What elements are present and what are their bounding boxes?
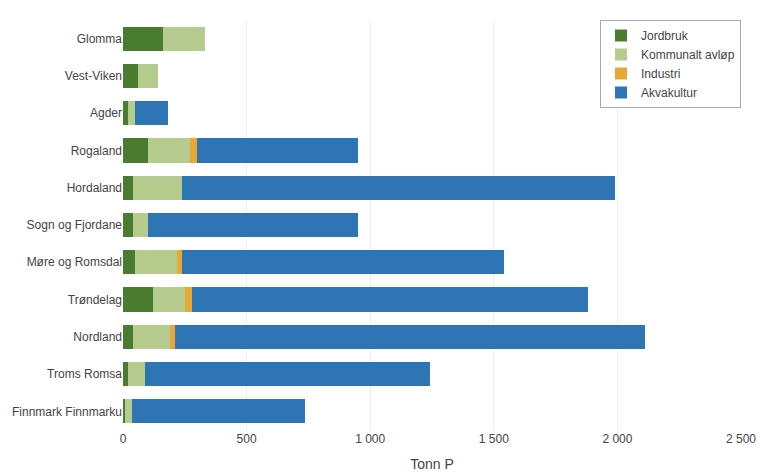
svg-text:Tonn P: Tonn P: [410, 456, 454, 472]
svg-text:Møre og Romsdal: Møre og Romsdal: [27, 255, 122, 269]
svg-text:Rogaland: Rogaland: [71, 144, 122, 158]
svg-text:Troms Romsa: Troms Romsa: [47, 367, 122, 381]
svg-text:Vest-Viken: Vest-Viken: [65, 69, 122, 83]
svg-text:Trøndelag: Trøndelag: [68, 293, 122, 307]
svg-text:Finnmark Finnmarku: Finnmark Finnmarku: [12, 405, 122, 419]
svg-text:2 000: 2 000: [602, 432, 632, 446]
svg-text:Akvakultur: Akvakultur: [641, 86, 697, 100]
svg-text:Sogn og Fjordane: Sogn og Fjordane: [27, 218, 123, 232]
svg-text:Glomma: Glomma: [77, 32, 123, 46]
svg-text:2 500: 2 500: [726, 432, 756, 446]
svg-text:Jordbruk: Jordbruk: [641, 29, 689, 43]
svg-text:Industri: Industri: [641, 67, 680, 81]
svg-text:1 500: 1 500: [479, 432, 509, 446]
svg-text:Hordaland: Hordaland: [67, 181, 122, 195]
svg-text:500: 500: [237, 432, 257, 446]
svg-text:Kommunalt avløp: Kommunalt avløp: [641, 48, 735, 62]
svg-text:0: 0: [120, 432, 127, 446]
svg-text:Agder: Agder: [90, 106, 122, 120]
svg-text:Nordland: Nordland: [73, 330, 122, 344]
svg-text:1 000: 1 000: [355, 432, 385, 446]
